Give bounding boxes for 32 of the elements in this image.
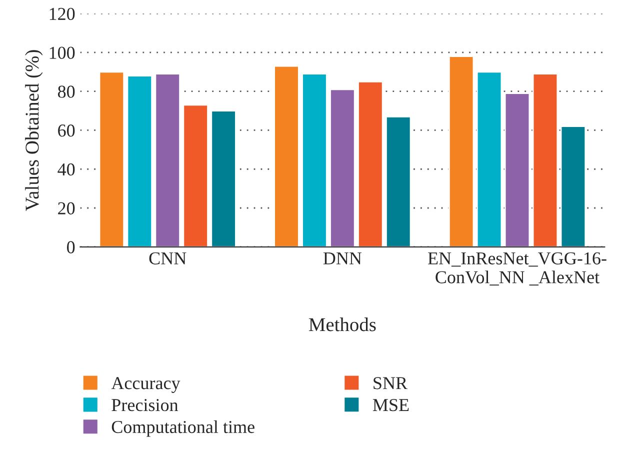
x-tick-label: CNN xyxy=(149,252,186,264)
y-tick-label: 80 xyxy=(58,86,75,98)
y-tick-label: 100 xyxy=(50,46,75,59)
y-axis-title: Values Obtained (%) xyxy=(25,50,43,212)
bar xyxy=(182,104,208,247)
bar xyxy=(302,73,328,247)
y-tick-label: 20 xyxy=(58,202,75,214)
x-tick-label: DNN xyxy=(323,252,362,264)
legend-label: Precision xyxy=(112,399,178,412)
bar xyxy=(274,65,300,247)
bar xyxy=(386,116,412,247)
bar xyxy=(504,92,530,247)
x-axis-title: Methods xyxy=(308,318,376,332)
bar xyxy=(330,88,356,247)
bar xyxy=(98,71,125,247)
bar xyxy=(210,110,236,247)
bar xyxy=(358,80,384,247)
y-tick-label: 60 xyxy=(58,124,75,137)
y-tick-label: 40 xyxy=(58,163,75,176)
bar xyxy=(560,126,586,247)
bar xyxy=(126,75,153,247)
legend-label: MSE xyxy=(372,398,409,412)
legend-label: SNR xyxy=(374,377,408,390)
legend-label: Computational time xyxy=(112,420,254,437)
bar xyxy=(476,71,502,247)
bar xyxy=(448,56,474,247)
bar xyxy=(154,73,180,247)
y-tick-label: 0 xyxy=(67,241,75,254)
legend-label: Accuracy xyxy=(111,377,180,393)
x-tick-label: EN_InResNet_VGG-16- ConVol_NN _AlexNet xyxy=(428,252,606,286)
y-tick-label: 120 xyxy=(50,8,75,20)
bar xyxy=(532,73,558,247)
